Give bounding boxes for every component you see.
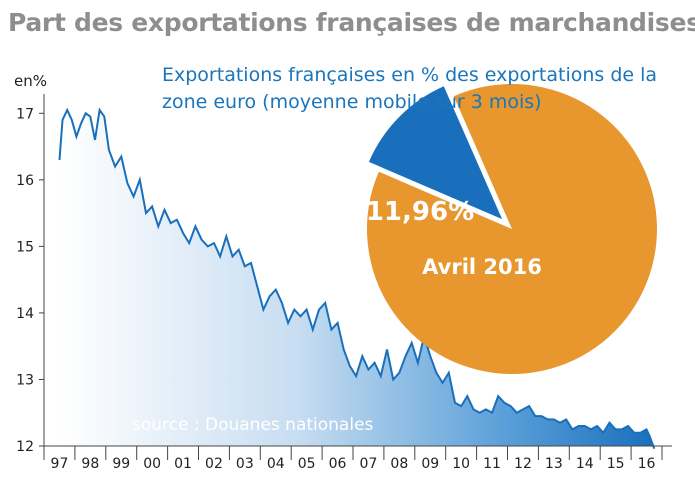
x-tick-label: 11 — [483, 456, 501, 472]
pie-chart: 11,96% Avril 2016 — [366, 84, 657, 375]
x-tick-label: 06 — [329, 456, 347, 472]
x-tick-label: 97 — [51, 456, 69, 472]
area-series — [58, 107, 656, 450]
y-tick-label: 16 — [16, 173, 34, 189]
x-tick-label: 14 — [576, 456, 594, 472]
series-line — [58, 107, 656, 450]
source-annotation: source : Douanes nationales — [132, 415, 374, 435]
x-tick-label: 08 — [390, 456, 408, 472]
y-tick-label: 12 — [16, 439, 34, 455]
x-tick-label: 15 — [607, 456, 625, 472]
x-tick-label: 12 — [514, 456, 532, 472]
x-tick-label: 99 — [112, 456, 130, 472]
x-tick-label: 05 — [298, 456, 316, 472]
y-tick-label: 13 — [16, 372, 34, 388]
chart-title: Part des exportations françaises de marc… — [8, 8, 695, 37]
pie-slice-small-label: 11,96% — [366, 197, 474, 227]
x-tick-label: 16 — [638, 456, 656, 472]
x-tick-label: 02 — [205, 456, 223, 472]
x-tick-label: 10 — [452, 456, 470, 472]
y-tick-label: 14 — [16, 306, 34, 322]
y-tick-label: 17 — [16, 106, 34, 122]
pie-slice-small — [368, 86, 503, 220]
axes: 12 13 14 15 16 17 97 98 99 00 01 02 03 04 05 06 07 08 09 10… — [16, 94, 672, 472]
pie-title: Exportations françaises en % des exporta… — [162, 64, 658, 113]
x-tick-label: 98 — [81, 456, 99, 472]
pie-slice-large-label: Avril 2016 — [422, 255, 542, 279]
x-tick-label: 13 — [545, 456, 563, 472]
area-fill — [59, 110, 655, 449]
x-tick-label: 04 — [267, 456, 285, 472]
pie-slice-large — [366, 84, 657, 375]
x-tick-label: 01 — [174, 456, 192, 472]
y-axis-unit-label: en% — [14, 72, 47, 90]
x-tick-label: 09 — [421, 456, 439, 472]
x-tick-label: 07 — [360, 456, 378, 472]
x-tick-label: 03 — [236, 456, 254, 472]
y-tick-label: 15 — [16, 239, 34, 255]
x-tick-label: 00 — [143, 456, 161, 472]
